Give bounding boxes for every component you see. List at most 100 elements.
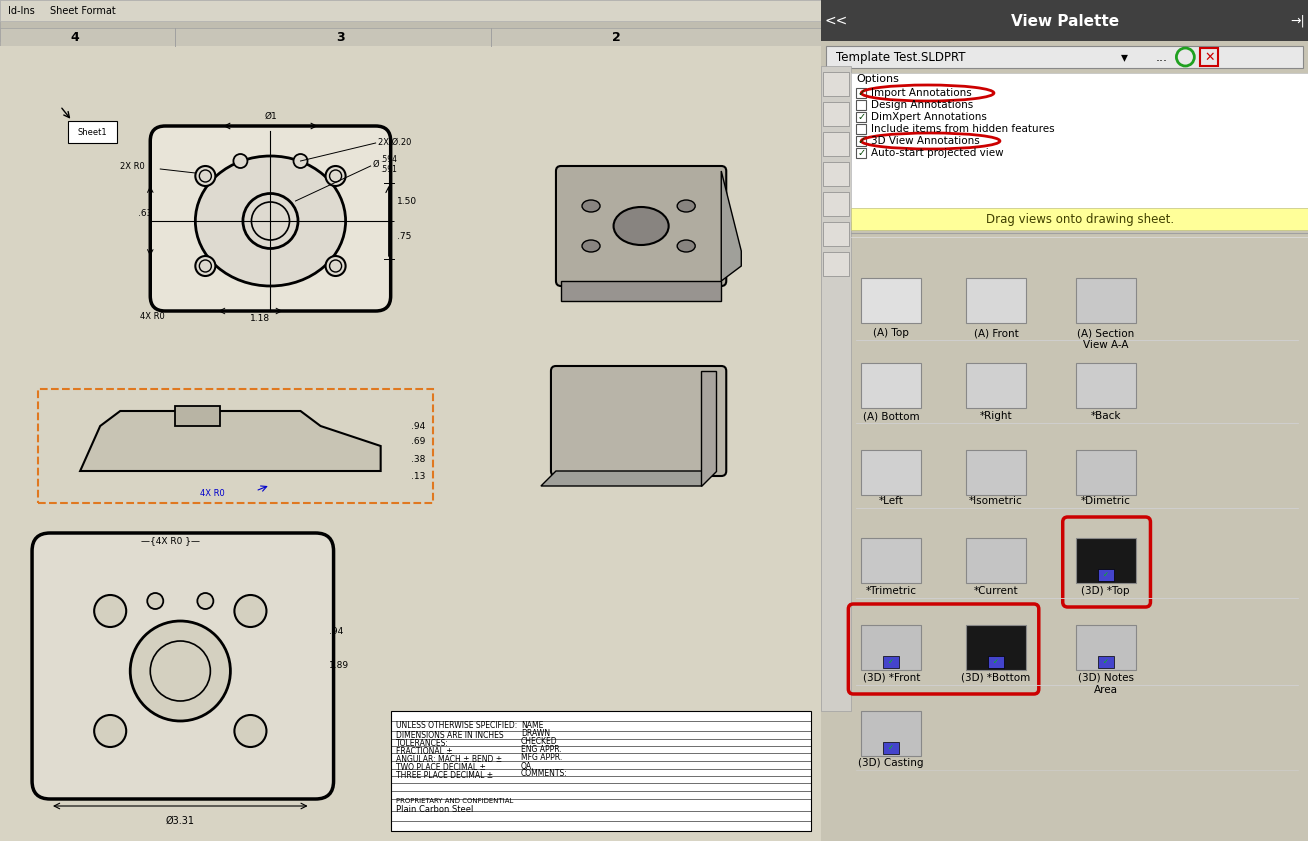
Bar [1097,569,1113,581]
Text: ✓: ✓ [888,659,895,665]
Circle shape [148,593,164,609]
FancyBboxPatch shape [551,366,726,476]
Text: 4: 4 [71,30,80,44]
Bar [857,100,866,110]
Text: Ø3.31: Ø3.31 [166,816,195,826]
Text: *Isometric: *Isometric [969,496,1023,506]
Text: (A) Bottom: (A) Bottom [863,411,920,421]
Circle shape [326,256,345,276]
Text: ✓: ✓ [993,659,999,665]
Circle shape [293,154,307,168]
Text: DIMENSIONS ARE IN INCHES: DIMENSIONS ARE IN INCHES [396,732,504,740]
Text: .75: .75 [396,231,411,241]
Polygon shape [701,371,717,486]
Bar [1075,450,1135,495]
Text: Sheet Format: Sheet Format [50,6,116,16]
Text: ✓: ✓ [857,112,866,122]
Bar [861,450,921,495]
Text: —{4X R0 }—: —{4X R0 }— [141,537,200,546]
Text: .94: .94 [411,421,425,431]
Polygon shape [175,406,220,426]
Text: CHECKED: CHECKED [521,738,557,747]
Bar [852,73,1308,221]
Circle shape [234,595,267,627]
Bar [821,66,852,711]
Circle shape [131,621,230,721]
Text: (3D) *Front: (3D) *Front [862,673,920,683]
Text: *Left: *Left [879,496,904,506]
Circle shape [195,166,216,186]
Bar [824,252,849,276]
Text: Sheet1: Sheet1 [77,128,107,136]
Ellipse shape [195,156,345,286]
Text: .63: .63 [139,209,153,218]
Bar [827,46,1303,68]
Text: View Palette: View Palette [1011,13,1118,29]
Bar [857,88,866,98]
Text: 2: 2 [612,30,620,44]
FancyBboxPatch shape [68,121,118,143]
Text: ✓: ✓ [857,88,866,98]
Text: (A) Section
View A-A: (A) Section View A-A [1076,328,1134,350]
Text: ✕: ✕ [1205,50,1215,64]
Text: *Back: *Back [1091,411,1121,421]
Bar [821,0,1308,41]
Bar [857,148,866,158]
Text: .94: .94 [328,627,343,636]
Text: Import Annotations: Import Annotations [871,88,972,98]
Bar [1097,656,1113,668]
Bar [857,124,866,134]
Text: Ø1: Ø1 [264,112,277,121]
Text: 3: 3 [336,30,345,44]
Text: ▾: ▾ [1121,50,1127,64]
Text: (3D) *Bottom: (3D) *Bottom [961,673,1031,683]
Text: .591: .591 [379,165,396,173]
FancyBboxPatch shape [33,533,334,799]
Ellipse shape [678,200,696,212]
Bar [861,538,921,583]
Text: THREE PLACE DECIMAL ±: THREE PLACE DECIMAL ± [396,771,493,780]
Bar [824,192,849,216]
Circle shape [94,595,126,627]
Text: *Current: *Current [973,586,1018,596]
Circle shape [326,166,345,186]
Text: 4X R0: 4X R0 [140,311,165,320]
Polygon shape [561,281,721,301]
Text: DimXpert Annotations: DimXpert Annotations [871,112,988,122]
Text: ✓: ✓ [857,148,866,158]
Text: 2X Ø.20: 2X Ø.20 [378,137,411,146]
Bar [861,278,921,323]
Ellipse shape [582,240,600,252]
Bar [861,363,921,408]
Text: QA.: QA. [521,761,534,770]
Bar [1201,48,1218,66]
Text: .594: .594 [379,155,396,163]
Bar [824,222,849,246]
Text: FRACTIONAL ±: FRACTIONAL ± [396,748,453,757]
Text: 4X R0: 4X R0 [200,489,225,498]
Bar [824,72,849,96]
Text: Drag views onto drawing sheet.: Drag views onto drawing sheet. [986,213,1173,225]
Text: Template Test.SLDPRT: Template Test.SLDPRT [836,50,965,64]
Bar [824,162,849,186]
Text: Auto-start projected view: Auto-start projected view [871,148,1005,158]
Text: *Trimetric: *Trimetric [866,586,917,596]
Text: →|: →| [1291,14,1305,28]
Text: Plain Carbon Steel: Plain Carbon Steel [396,805,473,813]
Text: Ø: Ø [373,160,379,168]
Text: ...: ... [1155,50,1168,64]
Text: <<: << [825,14,848,28]
Text: PROPRIETARY AND CONFIDENTIAL: PROPRIETARY AND CONFIDENTIAL [396,798,513,804]
Text: (3D) Notes
Area: (3D) Notes Area [1078,673,1134,695]
Text: ANGULAR: MACH ± BEND ±: ANGULAR: MACH ± BEND ± [396,755,502,764]
Text: .13: .13 [411,472,425,480]
Bar [1075,363,1135,408]
Text: ✓: ✓ [1103,572,1108,578]
Text: *Dimetric: *Dimetric [1080,496,1130,506]
Bar [1075,625,1135,670]
Bar [0,0,821,41]
Circle shape [198,593,213,609]
Bar [967,625,1025,670]
Text: TOLERANCES:: TOLERANCES: [396,739,449,748]
Text: ✓: ✓ [888,745,895,751]
